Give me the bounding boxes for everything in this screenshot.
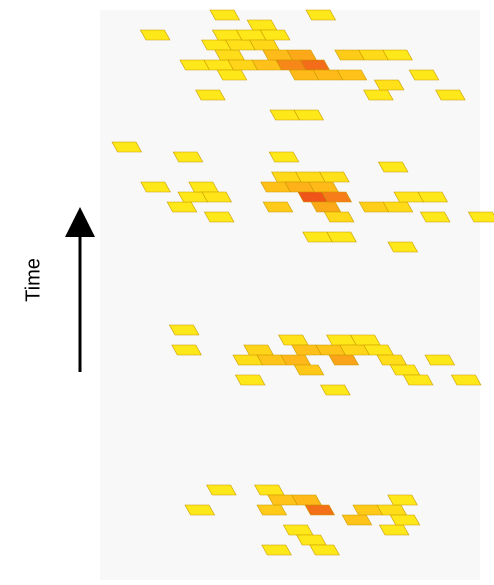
heat-cell bbox=[291, 494, 322, 506]
heat-cell bbox=[336, 69, 368, 81]
heat-cell bbox=[450, 374, 482, 386]
heat-cell bbox=[278, 334, 309, 346]
heat-cell bbox=[249, 39, 280, 51]
heat-cell bbox=[195, 89, 226, 101]
heat-cell bbox=[408, 69, 440, 81]
heat-cell bbox=[254, 484, 285, 496]
heat-cell bbox=[305, 9, 337, 21]
heat-cell bbox=[214, 49, 245, 61]
heat-cell bbox=[387, 494, 418, 506]
heat-cell bbox=[209, 9, 241, 21]
heat-cell bbox=[424, 354, 456, 366]
heat-cell bbox=[293, 109, 325, 121]
heat-cell bbox=[184, 504, 216, 516]
heat-cell bbox=[299, 59, 331, 71]
layers-group bbox=[111, 9, 494, 556]
heat-cell bbox=[376, 504, 408, 516]
heat-cell bbox=[310, 201, 342, 213]
heat-cell bbox=[378, 524, 410, 536]
heat-cell bbox=[341, 514, 373, 526]
heat-cell bbox=[382, 201, 414, 213]
heat-cell bbox=[216, 69, 248, 81]
heat-cell bbox=[188, 181, 219, 193]
heat-cell bbox=[435, 89, 466, 101]
heat-cell bbox=[268, 151, 300, 163]
heat-cell bbox=[234, 374, 266, 386]
heat-cell bbox=[111, 141, 143, 153]
heat-cell bbox=[246, 19, 278, 31]
heat-cell bbox=[259, 29, 291, 41]
heat-cell bbox=[321, 191, 353, 203]
time-axis-label: Time bbox=[22, 258, 45, 302]
heat-cell bbox=[363, 344, 394, 356]
heat-cell bbox=[467, 211, 494, 223]
heat-cell bbox=[172, 151, 204, 163]
layer-2 bbox=[168, 324, 482, 396]
heat-cell bbox=[140, 181, 171, 193]
heat-cell bbox=[304, 504, 336, 516]
heat-cell bbox=[201, 191, 233, 203]
diagram-panel bbox=[100, 10, 480, 580]
heat-cell bbox=[376, 354, 408, 366]
heat-cell bbox=[243, 344, 274, 356]
heat-cell bbox=[171, 344, 202, 356]
heat-cell bbox=[402, 374, 434, 386]
heat-cell bbox=[203, 211, 235, 223]
heat-cell bbox=[256, 504, 288, 516]
heat-cell bbox=[389, 514, 421, 526]
heat-cell bbox=[262, 201, 294, 213]
heat-cell bbox=[286, 49, 317, 61]
heat-cell bbox=[206, 484, 237, 496]
heat-cell bbox=[139, 29, 171, 41]
heat-cell bbox=[326, 231, 357, 243]
heat-cell bbox=[282, 524, 314, 536]
heat-cell bbox=[309, 544, 340, 556]
heat-cell bbox=[387, 241, 419, 253]
heat-cell bbox=[382, 49, 413, 61]
layer-4-top bbox=[139, 9, 466, 121]
layer-3 bbox=[111, 141, 494, 253]
heat-cell bbox=[166, 201, 198, 213]
heat-cell bbox=[417, 191, 449, 203]
heat-cell bbox=[419, 211, 451, 223]
heat-cell bbox=[373, 79, 405, 91]
heat-cell bbox=[296, 534, 327, 546]
heat-cell bbox=[320, 384, 351, 396]
heat-cell bbox=[323, 211, 355, 223]
heat-cell bbox=[377, 161, 409, 173]
heat-cell bbox=[261, 544, 292, 556]
heat-cell bbox=[293, 364, 325, 376]
heat-cell bbox=[319, 171, 350, 183]
heat-cell bbox=[308, 181, 339, 193]
heat-cell bbox=[363, 89, 394, 101]
heat-cell bbox=[328, 354, 360, 366]
heat-cell bbox=[280, 354, 312, 366]
layer-1-bottom bbox=[184, 484, 421, 556]
heat-cell bbox=[168, 324, 200, 336]
heat-cell bbox=[350, 334, 381, 346]
heat-cell bbox=[389, 364, 421, 376]
